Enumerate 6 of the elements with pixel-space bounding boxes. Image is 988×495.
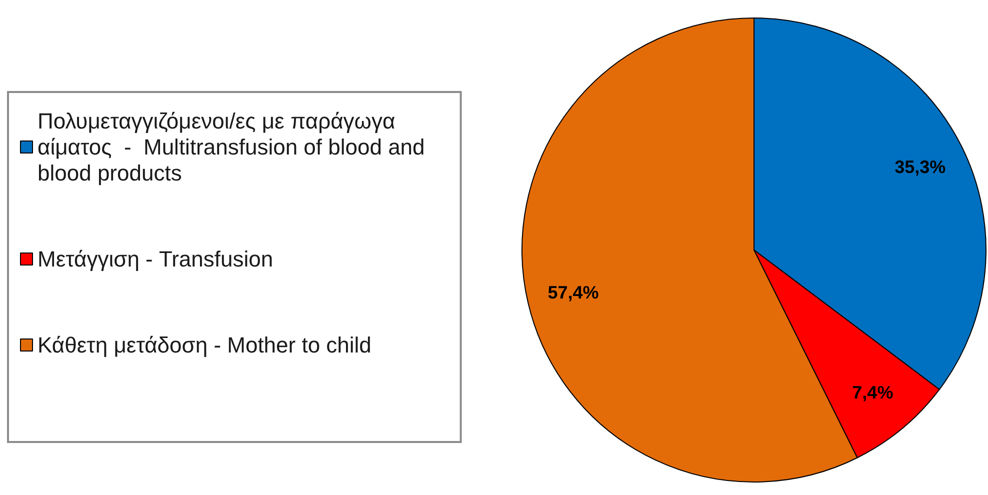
legend-label: Κάθετη μετάδοση - Mother to child [38, 332, 372, 358]
legend-label: Πολυμεταγγιζόμενοι/ες με παράγωγα αίματος - Multitransfusion of blood and blood products [38, 108, 425, 186]
data-label: 35,3% [894, 157, 946, 178]
legend-label: Μετάγγιση - Transfusion [38, 246, 274, 272]
data-label: 57,4% [548, 282, 599, 302]
data-label: 7,4% [852, 382, 894, 403]
